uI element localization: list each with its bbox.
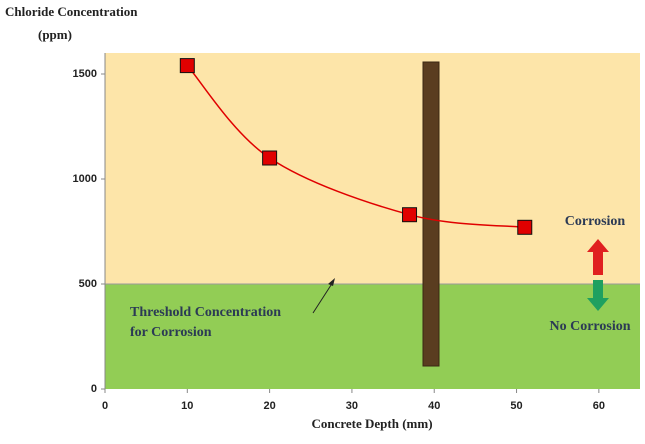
chart: Chloride Concentration (ppm) Concrete De… — [0, 0, 645, 439]
y-axis-label: Chloride Concentration — [5, 4, 138, 19]
marker — [263, 151, 277, 165]
x-axis-label: Concrete Depth (mm) — [311, 416, 432, 431]
annotation: No Corrosion — [549, 319, 630, 334]
x-tick-label: 30 — [346, 400, 358, 412]
y-tick-label: 500 — [79, 278, 97, 290]
marker — [403, 208, 417, 222]
x-tick-label: 20 — [263, 400, 275, 412]
marker — [518, 220, 532, 234]
annotation: for Corrosion — [130, 325, 212, 340]
annotation: Threshold Concentration — [130, 305, 281, 320]
x-tick-label: 50 — [510, 400, 522, 412]
y-axis-label: (ppm) — [38, 27, 72, 42]
annotation: Corrosion — [565, 214, 626, 229]
corrosion-region — [105, 53, 640, 284]
marker — [180, 59, 194, 73]
x-tick-label: 10 — [181, 400, 193, 412]
rebar — [423, 62, 439, 366]
y-tick-label: 1000 — [73, 173, 97, 185]
y-tick-label: 1500 — [73, 68, 97, 80]
x-tick-label: 0 — [102, 400, 108, 412]
x-tick-label: 60 — [593, 400, 605, 412]
x-tick-label: 40 — [428, 400, 440, 412]
y-tick-label: 0 — [91, 383, 97, 395]
